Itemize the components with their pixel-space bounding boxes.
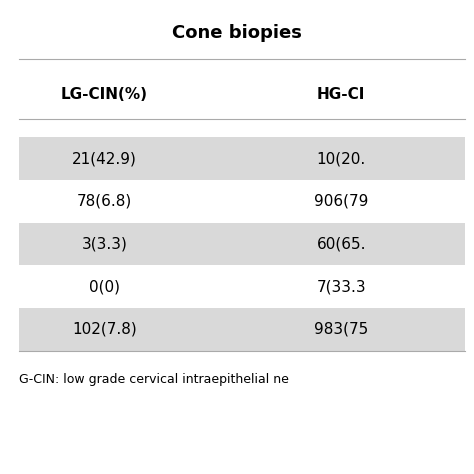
Text: 21(42.9): 21(42.9) [72,151,137,166]
Text: 10(20.: 10(20. [317,151,366,166]
FancyBboxPatch shape [19,308,465,351]
FancyBboxPatch shape [19,223,465,265]
Text: Cone biopies: Cone biopies [172,24,302,42]
Text: 0(0): 0(0) [89,279,120,294]
FancyBboxPatch shape [19,265,465,308]
Text: G-CIN: low grade cervical intraepithelial ne: G-CIN: low grade cervical intraepithelia… [19,373,289,386]
FancyBboxPatch shape [19,180,465,223]
Text: 102(7.8): 102(7.8) [72,322,137,337]
Text: LG-CIN(%): LG-CIN(%) [61,87,148,102]
Text: 7(33.3: 7(33.3 [317,279,366,294]
FancyBboxPatch shape [19,137,465,180]
Text: 906(79: 906(79 [314,194,368,209]
Text: 983(75: 983(75 [314,322,368,337]
Text: 60(65.: 60(65. [317,237,366,252]
Text: 3(3.3): 3(3.3) [82,237,127,252]
Text: HG-CI: HG-CI [317,87,365,102]
Text: 78(6.8): 78(6.8) [77,194,132,209]
